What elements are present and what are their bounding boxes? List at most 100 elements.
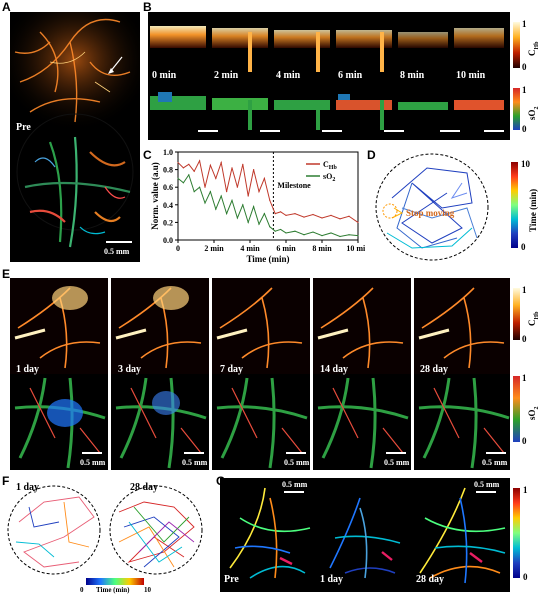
- chart-c-point-0-21: [294, 213, 296, 215]
- panel-e-scalebar-5: [486, 452, 506, 454]
- chart-c-xtick-label-2: 4 min: [240, 244, 260, 253]
- panel-e-so2-red-1: [130, 387, 202, 454]
- chart-c-point-1-22: [303, 234, 305, 236]
- panel-e-chb-hotspot-0: [52, 286, 88, 310]
- chart-c-point-0-19: [280, 211, 282, 213]
- panel-b-chb-title: CHb: [527, 41, 540, 56]
- panel-g-scalebar-label-1: 0.5 mm: [282, 480, 308, 489]
- panel-e-scalebar-2: [184, 452, 204, 454]
- chart-c-point-1-8: [220, 195, 222, 197]
- chart-c-point-1-28: [357, 235, 359, 237]
- chart-c-point-0-6: [209, 164, 211, 166]
- panel-e-scalebar-label-4: 0.5 mm: [384, 458, 410, 467]
- chart-c-point-0-8: [220, 161, 222, 164]
- panel-g-label-1: 1 day: [320, 574, 344, 585]
- chart-c-point-0-11: [236, 186, 238, 188]
- panel-d-svg: Stop moving: [375, 153, 489, 261]
- panel-e-so2-bg-4: [414, 374, 510, 470]
- panel-label-c: C: [143, 148, 152, 162]
- panel-e-chb-bright-4: [418, 328, 450, 340]
- chart-c-point-1-13: [247, 221, 249, 223]
- panel-e-so2-max: 1: [522, 373, 527, 383]
- chart-c-point-1-3: [193, 191, 195, 193]
- chart-c-point-1-11: [236, 217, 238, 219]
- chart-c-point-0-4: [199, 160, 201, 162]
- chart-c-ytick-label-1: 0.2: [163, 218, 173, 227]
- chart-c-ytick-label-0: 0.0: [163, 236, 173, 245]
- panel-e-so2-vessels-4: [418, 377, 510, 469]
- panel-a-label: Pre: [16, 122, 31, 133]
- panel-b-time-0: 0 min: [152, 70, 177, 81]
- panel-a-image: Pre 0.5 mm: [10, 12, 140, 262]
- panel-b-time-1: 2 min: [214, 70, 239, 81]
- chart-c-point-0-12: [242, 163, 244, 165]
- chart-c-point-0-0: [177, 161, 179, 164]
- panel-f-label-1: 28 day: [130, 482, 159, 493]
- panel-e-chb-bg-4: [414, 278, 510, 374]
- chart-c-point-1-10: [231, 199, 233, 201]
- chart-c-point-1-0: [177, 177, 179, 179]
- panel-e-so2-min: 0: [522, 436, 527, 446]
- panel-g-scalebar-label-2: 0.5 mm: [474, 480, 500, 489]
- chart-c-point-0-23: [312, 213, 314, 216]
- panel-e-so2-colorbar: [513, 376, 520, 442]
- panel-e-images: 1 day 3 day 7 day 14 day 28 day 0.5 mm 0…: [10, 278, 510, 470]
- panel-e-chb-vessels-2: [219, 287, 303, 369]
- chart-c-point-0-20: [285, 214, 287, 216]
- chart-c-point-1-23: [312, 231, 314, 233]
- chart-c-xtick-label-1: 2 min: [204, 244, 224, 253]
- chart-c-xtick-label-0: 0: [176, 244, 180, 253]
- chart-c-point-0-25: [330, 214, 332, 216]
- chart-c-ylabel: Norm. value (a.u): [150, 162, 160, 230]
- chart-c-point-1-12: [242, 204, 244, 206]
- chart-c-series-1: [177, 173, 359, 237]
- chart-c-frame: [177, 151, 359, 241]
- panel-e-day-1: 3 day: [118, 364, 142, 375]
- panel-d-cbar-title: Time (min): [528, 188, 538, 232]
- panel-e-day-0: 1 day: [16, 364, 40, 375]
- chart-c-xtick-label-3: 6 min: [276, 244, 296, 253]
- panel-e-chb-vessels-4: [421, 287, 505, 369]
- panel-e-scalebar-label-3: 0.5 mm: [284, 458, 310, 467]
- panel-b-scalebar-6: [484, 130, 504, 132]
- panel-label-b: B: [143, 0, 152, 14]
- chart-c-xtick-label-5: 10 min: [346, 244, 365, 253]
- panel-label-d: D: [367, 148, 376, 162]
- panel-g-scalebar-2: [476, 491, 496, 493]
- panel-e-chb-max: 1: [522, 285, 527, 295]
- chart-c-point-1-19: [280, 228, 282, 231]
- panel-b-scalebar-2: [260, 130, 280, 132]
- panel-b-chb-colorbar: [513, 22, 520, 68]
- panel-e-scalebar-label-1: 0.5 mm: [80, 458, 106, 467]
- chart-c-point-0-22: [303, 216, 305, 218]
- panel-g-images: Pre 1 day 28 day 0.5 mm 0.5 mm: [220, 478, 510, 592]
- chart-c-point-0-28: [357, 221, 359, 223]
- chart-c-point-1-25: [330, 232, 332, 234]
- chart-c-legend-label-1: sO2: [323, 172, 335, 183]
- panel-e-so2-bg-3: [313, 374, 411, 470]
- chart-c-point-0-15: [258, 191, 260, 193]
- panel-e-chb-bg-2: [212, 278, 310, 374]
- chart-c-point-1-27: [348, 234, 350, 236]
- chart-c-point-1-21: [294, 230, 296, 232]
- panel-e-so2-hypoxic-0: [47, 399, 83, 427]
- chart-c-point-1-2: [188, 174, 190, 176]
- panel-g-cbar-max: 1: [523, 485, 528, 495]
- panel-b-chb-min: 0: [522, 62, 527, 72]
- panel-c-chart: 0.0 0.2 0.4 0.6 0.8 1.0 0 2 min 4 min 6 min 8 min 1…: [150, 148, 365, 266]
- chart-c-point-1-6: [209, 191, 211, 193]
- chart-c-point-0-26: [339, 218, 341, 220]
- chart-c-ytick-label-5: 1.0: [163, 148, 173, 157]
- chart-c-point-0-7: [215, 177, 217, 179]
- chart-c-xtick-label-4: 8 min: [312, 244, 332, 253]
- chart-c-point-1-7: [215, 208, 217, 210]
- chart-c-point-1-4: [199, 186, 201, 188]
- panel-e-chb-bright-0: [14, 328, 46, 340]
- panel-e-so2-red-2: [231, 387, 303, 454]
- panel-b-time-3: 6 min: [338, 70, 363, 81]
- chart-c-point-1-5: [204, 202, 206, 204]
- panel-a-vessel-image: [10, 12, 140, 248]
- panel-label-a: A: [2, 0, 11, 14]
- panel-e-so2-hypoxic-1: [152, 391, 180, 415]
- panel-d-cbar-min: 0: [521, 242, 526, 252]
